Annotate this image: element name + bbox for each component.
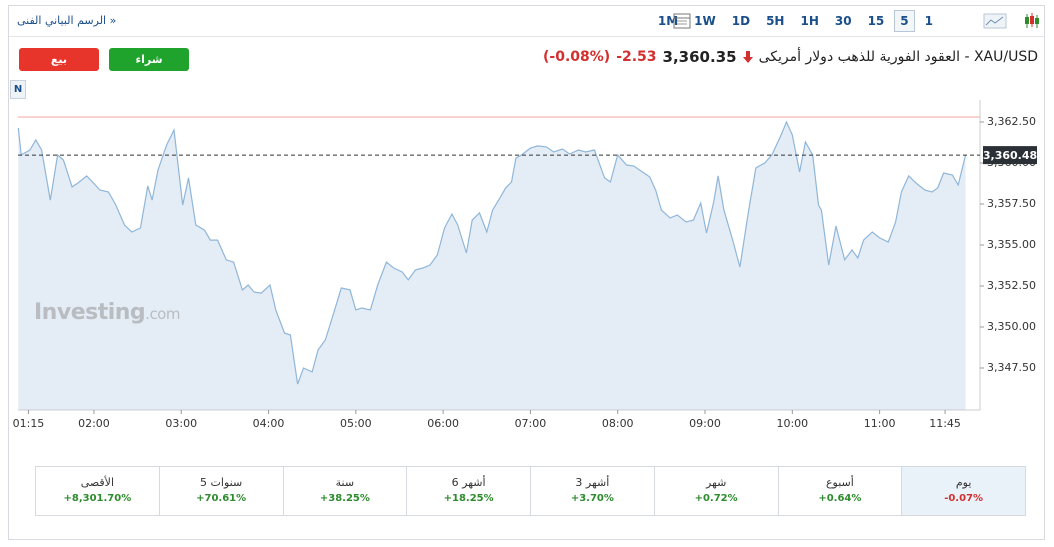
performance-cell[interactable]: شهر +0.72% — [653, 467, 778, 515]
period-change: +38.25% — [319, 493, 370, 504]
watermark-suffix: .com — [145, 305, 180, 323]
sell-button[interactable]: بيع — [19, 48, 99, 71]
performance-cell[interactable]: 3 أشهر +3.70% — [530, 467, 654, 515]
period-label: الأقصى — [80, 476, 115, 489]
period-change: +18.25% — [443, 493, 494, 504]
interval-button[interactable]: 1M — [657, 14, 679, 28]
interval-button[interactable]: 5 — [894, 10, 915, 32]
change: -2.53 — [616, 49, 657, 65]
interval-button[interactable]: 1D — [731, 14, 751, 28]
watermark-brand: Investing — [34, 300, 146, 325]
period-change: +8,301.70% — [63, 493, 132, 504]
x-tick-label: 08:00 — [602, 417, 634, 430]
performance-cell[interactable]: سنة +38.25% — [282, 467, 407, 515]
performance-cell[interactable]: أسبوع +0.64% — [777, 467, 902, 515]
period-label: 5 سنوات — [200, 476, 243, 489]
last-price-box — [983, 146, 1037, 165]
change-pct: (-0.08%) — [543, 49, 611, 65]
performance-cell[interactable]: 6 أشهر +18.25% — [406, 467, 530, 515]
interval-button[interactable]: 1W — [694, 14, 716, 28]
period-change: +0.72% — [694, 493, 738, 504]
period-label: 3 أشهر — [575, 476, 610, 489]
period-label: شهر — [705, 476, 727, 489]
period-label: 6 أشهر — [451, 476, 486, 489]
performance-table: يوم -0.07% أسبوع +0.64% شهر +0.72% 3 أشهر +3.70… — [35, 466, 1026, 516]
area-fill — [18, 122, 966, 410]
period-label: أسبوع — [825, 476, 854, 489]
x-tick-label: 05:00 — [340, 417, 372, 430]
x-tick-label: 01:15 — [13, 417, 45, 430]
y-tick-label: 3,347.50 — [987, 361, 1036, 374]
period-label: سنة — [335, 476, 355, 489]
performance-cell[interactable]: يوم -0.07% — [901, 467, 1025, 515]
y-tick-label: 3,350.00 — [987, 320, 1036, 333]
last-price-label: 3,360.48 — [983, 149, 1037, 162]
x-tick-label: 09:00 — [689, 417, 721, 430]
interval-button[interactable]: 1 — [924, 14, 933, 28]
x-tick-label: 04:00 — [253, 417, 285, 430]
period-change: +0.64% — [818, 493, 862, 504]
widget: الرسم البياني الفنى » 1M 1W 1D 5H 1H 30 15 5 1 ب… — [8, 5, 1045, 540]
quote-header: (-0.08%) -2.53 3,360.35 XAU/USD - العقود… — [543, 48, 1038, 66]
line-icon[interactable] — [983, 13, 1007, 29]
x-tick-label: 03:00 — [165, 417, 197, 430]
x-tick-label: 11:45 — [929, 417, 961, 430]
period-change: +3.70% — [570, 493, 614, 504]
y-tick-label: 3,355.00 — [987, 238, 1036, 251]
interval-button[interactable]: 30 — [834, 14, 852, 28]
period-change: +70.61% — [196, 493, 247, 504]
performance-cell[interactable]: الأقصى +8,301.70% — [36, 467, 159, 515]
period-label: يوم — [955, 476, 972, 489]
intervals: 1M 1W 1D 5H 1H 30 15 5 1 — [652, 10, 939, 32]
buy-button[interactable]: شراء — [109, 48, 189, 71]
down-arrow — [742, 51, 753, 63]
x-tick-label: 07:00 — [515, 417, 547, 430]
toolbar-title[interactable]: الرسم البياني الفنى » — [17, 14, 117, 27]
x-tick-label: 06:00 — [427, 417, 459, 430]
y-tick-label: 3,352.50 — [987, 279, 1036, 292]
period-change: -0.07% — [944, 493, 984, 504]
x-tick-label: 11:00 — [864, 417, 896, 430]
performance-cell[interactable]: 5 سنوات +70.61% — [158, 467, 283, 515]
x-tick-label: 10:00 — [776, 417, 808, 430]
instrument: XAU/USD - العقود الفورية للذهب دولار أمر… — [758, 49, 1038, 65]
price: 3,360.35 — [662, 48, 737, 66]
y-tick-label: 3,362.50 — [987, 115, 1036, 128]
interval-button[interactable]: 5H — [766, 14, 785, 28]
y-tick-label: 3,357.50 — [987, 197, 1036, 210]
interval-button[interactable]: 15 — [867, 14, 885, 28]
layout-icon[interactable] — [673, 13, 691, 29]
marker[interactable]: N — [10, 80, 26, 99]
watermark: Investing.com — [34, 300, 180, 325]
x-tick-label: 02:00 — [78, 417, 110, 430]
toolbar: الرسم البياني الفنى » 1M 1W 1D 5H 1H 30 15 5 1 — [9, 6, 1044, 37]
candle-icon[interactable] — [1023, 12, 1041, 30]
interval-button[interactable]: 1H — [800, 14, 819, 28]
